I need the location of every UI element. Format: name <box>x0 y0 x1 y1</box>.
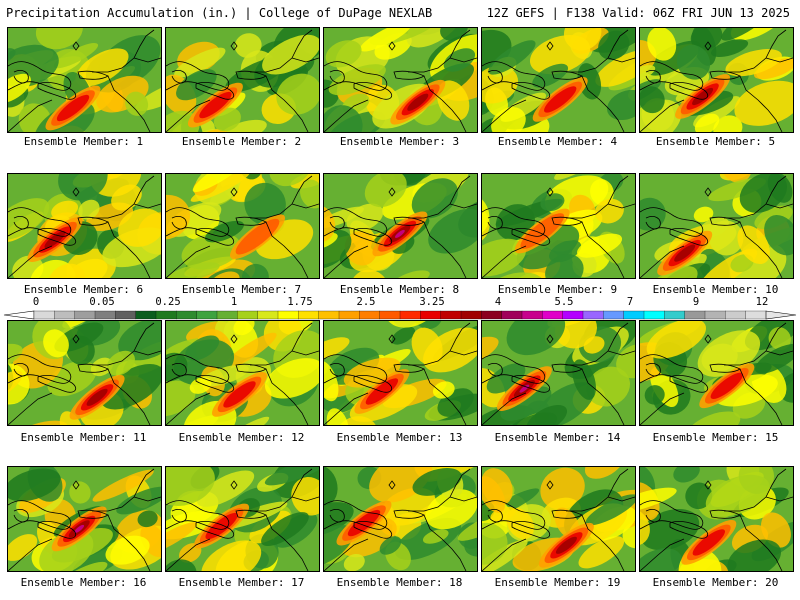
model-run-info: 12Z GEFS | F138 Valid: 06Z FRI JUN 13 20… <box>486 6 790 20</box>
ensemble-member-label: Ensemble Member: 19 <box>494 576 621 589</box>
colorbar-scale <box>3 310 797 320</box>
colorbar-swatch <box>298 310 320 320</box>
colorbar-swatch <box>603 310 625 320</box>
colorbar-swatch <box>440 310 462 320</box>
ensemble-member-label: Ensemble Member: 4 <box>497 135 618 148</box>
ensemble-member-label: Ensemble Member: 3 <box>339 135 460 148</box>
colorbar-swatch <box>420 310 442 320</box>
ensemble-member-map <box>7 320 162 426</box>
colorbar-tick-label: 5.5 <box>554 296 574 308</box>
colorbar-tick-label: 0.25 <box>155 296 181 308</box>
ensemble-member-map <box>323 27 478 133</box>
ensemble-member-label: Ensemble Member: 15 <box>652 431 779 444</box>
colorbar-swatch <box>582 310 604 320</box>
colorbar-swatch <box>684 310 706 320</box>
colorbar-swatch <box>155 310 177 320</box>
colorbar-tick-label: 3.25 <box>419 296 445 308</box>
precip-colorbar: 0 0.05 0.25 1 1.75 2.5 3.25 4 5.5 7 9 12 <box>0 294 800 324</box>
ensemble-member-label: Ensemble Member: 20 <box>652 576 779 589</box>
ensemble-member-map <box>481 27 636 133</box>
colorbar-swatch <box>399 310 421 320</box>
map-title: Precipitation Accumulation (in.) | Colle… <box>6 6 433 20</box>
ensemble-member-map <box>639 320 794 426</box>
ensemble-member-map <box>165 173 320 279</box>
colorbar-swatch <box>94 310 116 320</box>
ensemble-member-label: Ensemble Member: 13 <box>336 431 463 444</box>
ensemble-member-map <box>165 466 320 572</box>
colorbar-swatch <box>54 310 76 320</box>
ensemble-member-label: Ensemble Member: 7 <box>181 283 302 296</box>
ensemble-member-map <box>165 320 320 426</box>
colorbar-swatch <box>664 310 686 320</box>
colorbar-swatch <box>135 310 157 320</box>
ensemble-member-label: Ensemble Member: 5 <box>655 135 776 148</box>
ensemble-member-label: Ensemble Member: 8 <box>339 283 460 296</box>
colorbar-swatch <box>379 310 401 320</box>
colorbar-swatch <box>745 310 767 320</box>
ensemble-member-label: Ensemble Member: 12 <box>178 431 305 444</box>
ensemble-member-label: Ensemble Member: 10 <box>652 283 779 296</box>
colorbar-swatch <box>74 310 96 320</box>
ensemble-member-map <box>7 466 162 572</box>
ensemble-member-map <box>639 27 794 133</box>
colorbar-min-arrow <box>3 310 35 320</box>
colorbar-swatch <box>318 310 340 320</box>
colorbar-swatch <box>115 310 137 320</box>
ensemble-member-map <box>323 320 478 426</box>
colorbar-swatch <box>542 310 564 320</box>
ensemble-member-label: Ensemble Member: 2 <box>181 135 302 148</box>
ensemble-member-map <box>323 466 478 572</box>
colorbar-swatch <box>704 310 726 320</box>
colorbar-tick-label: 9 <box>692 296 700 308</box>
ensemble-member-map <box>7 173 162 279</box>
ensemble-member-map <box>481 320 636 426</box>
colorbar-swatch <box>176 310 198 320</box>
colorbar-swatch <box>501 310 523 320</box>
colorbar-swatch <box>216 310 238 320</box>
colorbar-swatch <box>196 310 218 320</box>
colorbar-swatch <box>277 310 299 320</box>
colorbar-swatch <box>237 310 259 320</box>
ensemble-member-map <box>481 173 636 279</box>
ensemble-member-map <box>481 466 636 572</box>
ensemble-member-map <box>639 466 794 572</box>
colorbar-tick-label: 4 <box>494 296 502 308</box>
ensemble-member-label: Ensemble Member: 11 <box>20 431 147 444</box>
colorbar-swatch <box>460 310 482 320</box>
colorbar-swatch <box>359 310 381 320</box>
colorbar-max-arrow <box>765 310 797 320</box>
colorbar-tick-label: 1 <box>230 296 238 308</box>
ensemble-member-label: Ensemble Member: 9 <box>497 283 618 296</box>
colorbar-swatch <box>521 310 543 320</box>
ensemble-member-label: Ensemble Member: 14 <box>494 431 621 444</box>
colorbar-tick-label: 1.75 <box>287 296 313 308</box>
colorbar-tick-label: 0.05 <box>89 296 115 308</box>
ensemble-member-label: Ensemble Member: 6 <box>23 283 144 296</box>
ensemble-member-map <box>639 173 794 279</box>
ensemble-member-map <box>323 173 478 279</box>
ensemble-member-map <box>7 27 162 133</box>
colorbar-swatch <box>623 310 645 320</box>
ensemble-member-label: Ensemble Member: 17 <box>178 576 305 589</box>
colorbar-swatch <box>338 310 360 320</box>
colorbar-swatch <box>643 310 665 320</box>
colorbar-tick-label: 12 <box>755 296 769 308</box>
ensemble-member-label: Ensemble Member: 1 <box>23 135 144 148</box>
colorbar-swatch <box>725 310 747 320</box>
ensemble-member-label: Ensemble Member: 18 <box>336 576 463 589</box>
colorbar-tick-label: 2.5 <box>356 296 376 308</box>
colorbar-swatch <box>481 310 503 320</box>
ensemble-member-label: Ensemble Member: 16 <box>20 576 147 589</box>
ensemble-member-map <box>165 27 320 133</box>
colorbar-swatch <box>257 310 279 320</box>
colorbar-tick-label: 0 <box>32 296 40 308</box>
colorbar-tick-label: 7 <box>626 296 634 308</box>
colorbar-swatch <box>562 310 584 320</box>
colorbar-swatch <box>33 310 55 320</box>
